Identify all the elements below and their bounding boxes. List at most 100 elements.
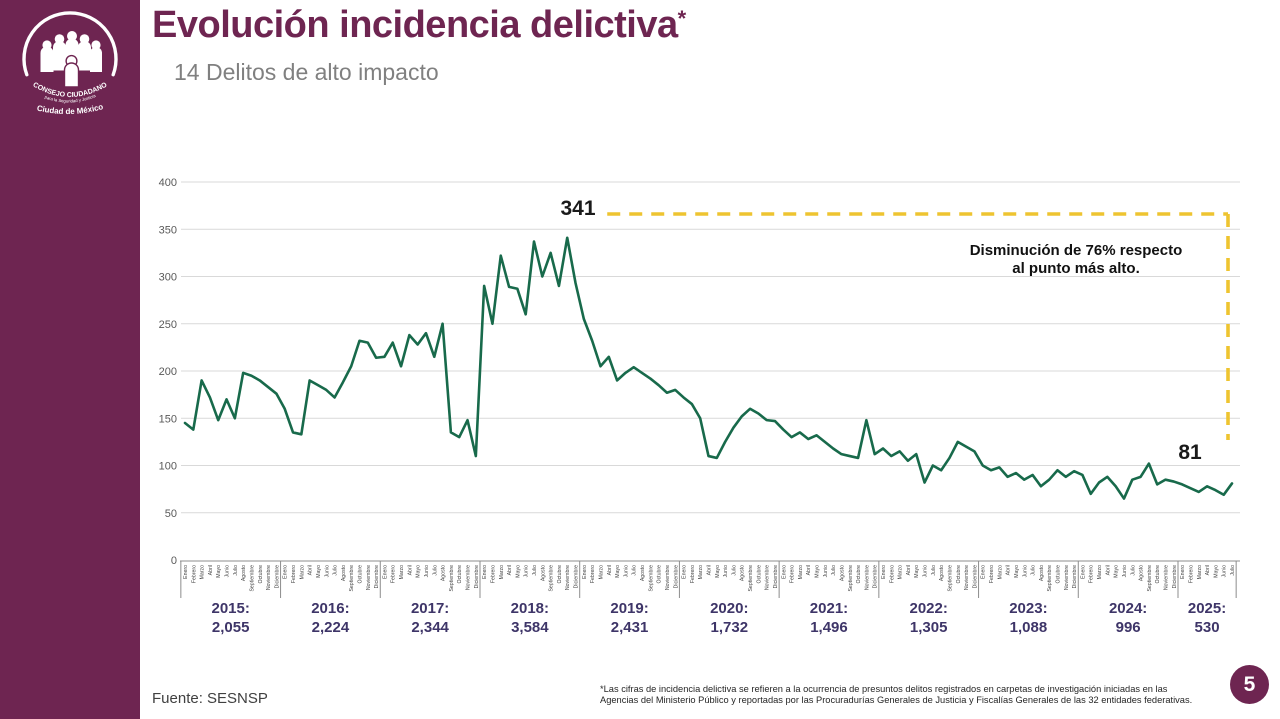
svg-text:Septiembre: Septiembre [449, 565, 455, 592]
svg-text:Octubre: Octubre [358, 565, 364, 584]
svg-text:Abril: Abril [607, 565, 613, 575]
svg-text:Noviembre: Noviembre [565, 565, 571, 590]
svg-text:Abril: Abril [308, 565, 314, 575]
svg-text:Junio: Junio [923, 565, 929, 578]
svg-text:Mayo: Mayo [416, 565, 422, 578]
svg-text:Octubre: Octubre [258, 565, 264, 584]
svg-text:Octubre: Octubre [457, 565, 463, 584]
svg-text:Agosto: Agosto [740, 565, 746, 581]
svg-text:Mayo: Mayo [216, 565, 222, 578]
svg-text:Mayo: Mayo [914, 565, 920, 578]
svg-text:2015:: 2015: [212, 600, 250, 617]
svg-text:Agosto: Agosto [341, 565, 347, 581]
svg-text:Septiembre: Septiembre [848, 565, 854, 592]
svg-text:Agosto: Agosto [939, 565, 945, 581]
svg-text:Marzo: Marzo [299, 565, 305, 580]
svg-text:Mayo: Mayo [515, 565, 521, 578]
svg-text:400: 400 [159, 177, 177, 189]
svg-text:Febrero: Febrero [191, 565, 197, 583]
svg-text:Julio: Julio [931, 565, 937, 576]
svg-text:Julio: Julio [1031, 565, 1037, 576]
svg-text:530: 530 [1195, 619, 1220, 636]
svg-text:Febrero: Febrero [989, 565, 995, 583]
svg-text:Ciudad de México: Ciudad de México [36, 102, 104, 116]
svg-text:Agosto: Agosto [1139, 565, 1145, 581]
svg-text:Junio: Junio [1122, 565, 1128, 578]
svg-text:Noviembre: Noviembre [964, 565, 970, 590]
svg-text:50: 50 [165, 508, 177, 520]
svg-text:Marzo: Marzo [698, 565, 704, 580]
svg-text:Febrero: Febrero [391, 565, 397, 583]
svg-text:Junio: Junio [225, 565, 231, 578]
svg-text:350: 350 [159, 224, 177, 236]
svg-text:Junio: Junio [424, 565, 430, 578]
svg-text:Noviembre: Noviembre [366, 565, 372, 590]
svg-text:Marzo: Marzo [798, 565, 804, 580]
svg-text:100: 100 [159, 461, 177, 473]
svg-text:Marzo: Marzo [1197, 565, 1203, 580]
svg-text:Marzo: Marzo [997, 565, 1003, 580]
svg-text:Agosto: Agosto [241, 565, 247, 581]
chart-area: 0 50 100 150 200 250 300 350 400 Enero Febrero Marz… [147, 168, 1247, 688]
svg-text:Julio: Julio [1130, 565, 1136, 576]
svg-text:Abril: Abril [407, 565, 413, 575]
svg-text:Noviembre: Noviembre [266, 565, 272, 590]
svg-text:Agosto: Agosto [1039, 565, 1045, 581]
svg-text:Diciembre: Diciembre [773, 565, 779, 588]
svg-text:Octubre: Octubre [1155, 565, 1161, 584]
svg-text:Septiembre: Septiembre [249, 565, 255, 592]
svg-text:Mayo: Mayo [1213, 565, 1219, 578]
svg-text:Julio: Julio [731, 565, 737, 576]
svg-text:Abril: Abril [1205, 565, 1211, 575]
svg-text:250: 250 [159, 319, 177, 331]
svg-text:2024:: 2024: [1109, 600, 1147, 617]
svg-text:Enero: Enero [1180, 565, 1186, 579]
svg-text:Enero: Enero [682, 565, 688, 579]
svg-text:Abril: Abril [1006, 565, 1012, 575]
org-logo: CONSEJO CIUDADANO para la Seguridad y Ju… [22, 11, 118, 116]
svg-text:Julio: Julio [333, 565, 339, 576]
svg-text:Enero: Enero [1080, 565, 1086, 579]
svg-text:Abril: Abril [707, 565, 713, 575]
logo-org-city: Ciudad de México [36, 102, 104, 116]
svg-text:2,344: 2,344 [411, 619, 449, 636]
svg-text:1,732: 1,732 [711, 619, 749, 636]
svg-text:Junio: Junio [623, 565, 629, 578]
svg-text:2,431: 2,431 [611, 619, 649, 636]
svg-text:2019:: 2019: [610, 600, 648, 617]
svg-text:Marzo: Marzo [1097, 565, 1103, 580]
svg-text:Febrero: Febrero [690, 565, 696, 583]
svg-text:Mayo: Mayo [1114, 565, 1120, 578]
svg-text:Noviembre: Noviembre [864, 565, 870, 590]
svg-text:Agosto: Agosto [640, 565, 646, 581]
svg-text:996: 996 [1116, 619, 1141, 636]
svg-text:Septiembre: Septiembre [349, 565, 355, 592]
svg-text:Noviembre: Noviembre [1064, 565, 1070, 590]
svg-text:Marzo: Marzo [200, 565, 206, 580]
svg-text:Enero: Enero [283, 565, 289, 579]
svg-text:2,055: 2,055 [212, 619, 250, 636]
svg-text:Febrero: Febrero [889, 565, 895, 583]
svg-text:Septiembre: Septiembre [1147, 565, 1153, 592]
svg-text:Diciembre: Diciembre [474, 565, 480, 588]
svg-text:Septiembre: Septiembre [648, 565, 654, 592]
svg-text:Diciembre: Diciembre [574, 565, 580, 588]
svg-text:Junio: Junio [1222, 565, 1228, 578]
svg-text:Febrero: Febrero [590, 565, 596, 583]
svg-text:Mayo: Mayo [715, 565, 721, 578]
footnote: *Las cifras de incidencia delictiva se r… [600, 684, 1200, 706]
svg-text:Julio: Julio [532, 565, 538, 576]
svg-text:Junio: Junio [324, 565, 330, 578]
svg-text:Junio: Junio [723, 565, 729, 578]
svg-text:Marzo: Marzo [898, 565, 904, 580]
svg-text:Diciembre: Diciembre [374, 565, 380, 588]
svg-text:Noviembre: Noviembre [665, 565, 671, 590]
svg-text:Octubre: Octubre [657, 565, 663, 584]
svg-text:Noviembre: Noviembre [466, 565, 472, 590]
svg-text:Abril: Abril [507, 565, 513, 575]
callout-line1: Disminución de 76% respecto [969, 242, 1183, 259]
svg-text:2,224: 2,224 [312, 619, 350, 636]
svg-text:2020:: 2020: [710, 600, 748, 617]
svg-text:200: 200 [159, 366, 177, 378]
svg-text:Septiembre: Septiembre [549, 565, 555, 592]
